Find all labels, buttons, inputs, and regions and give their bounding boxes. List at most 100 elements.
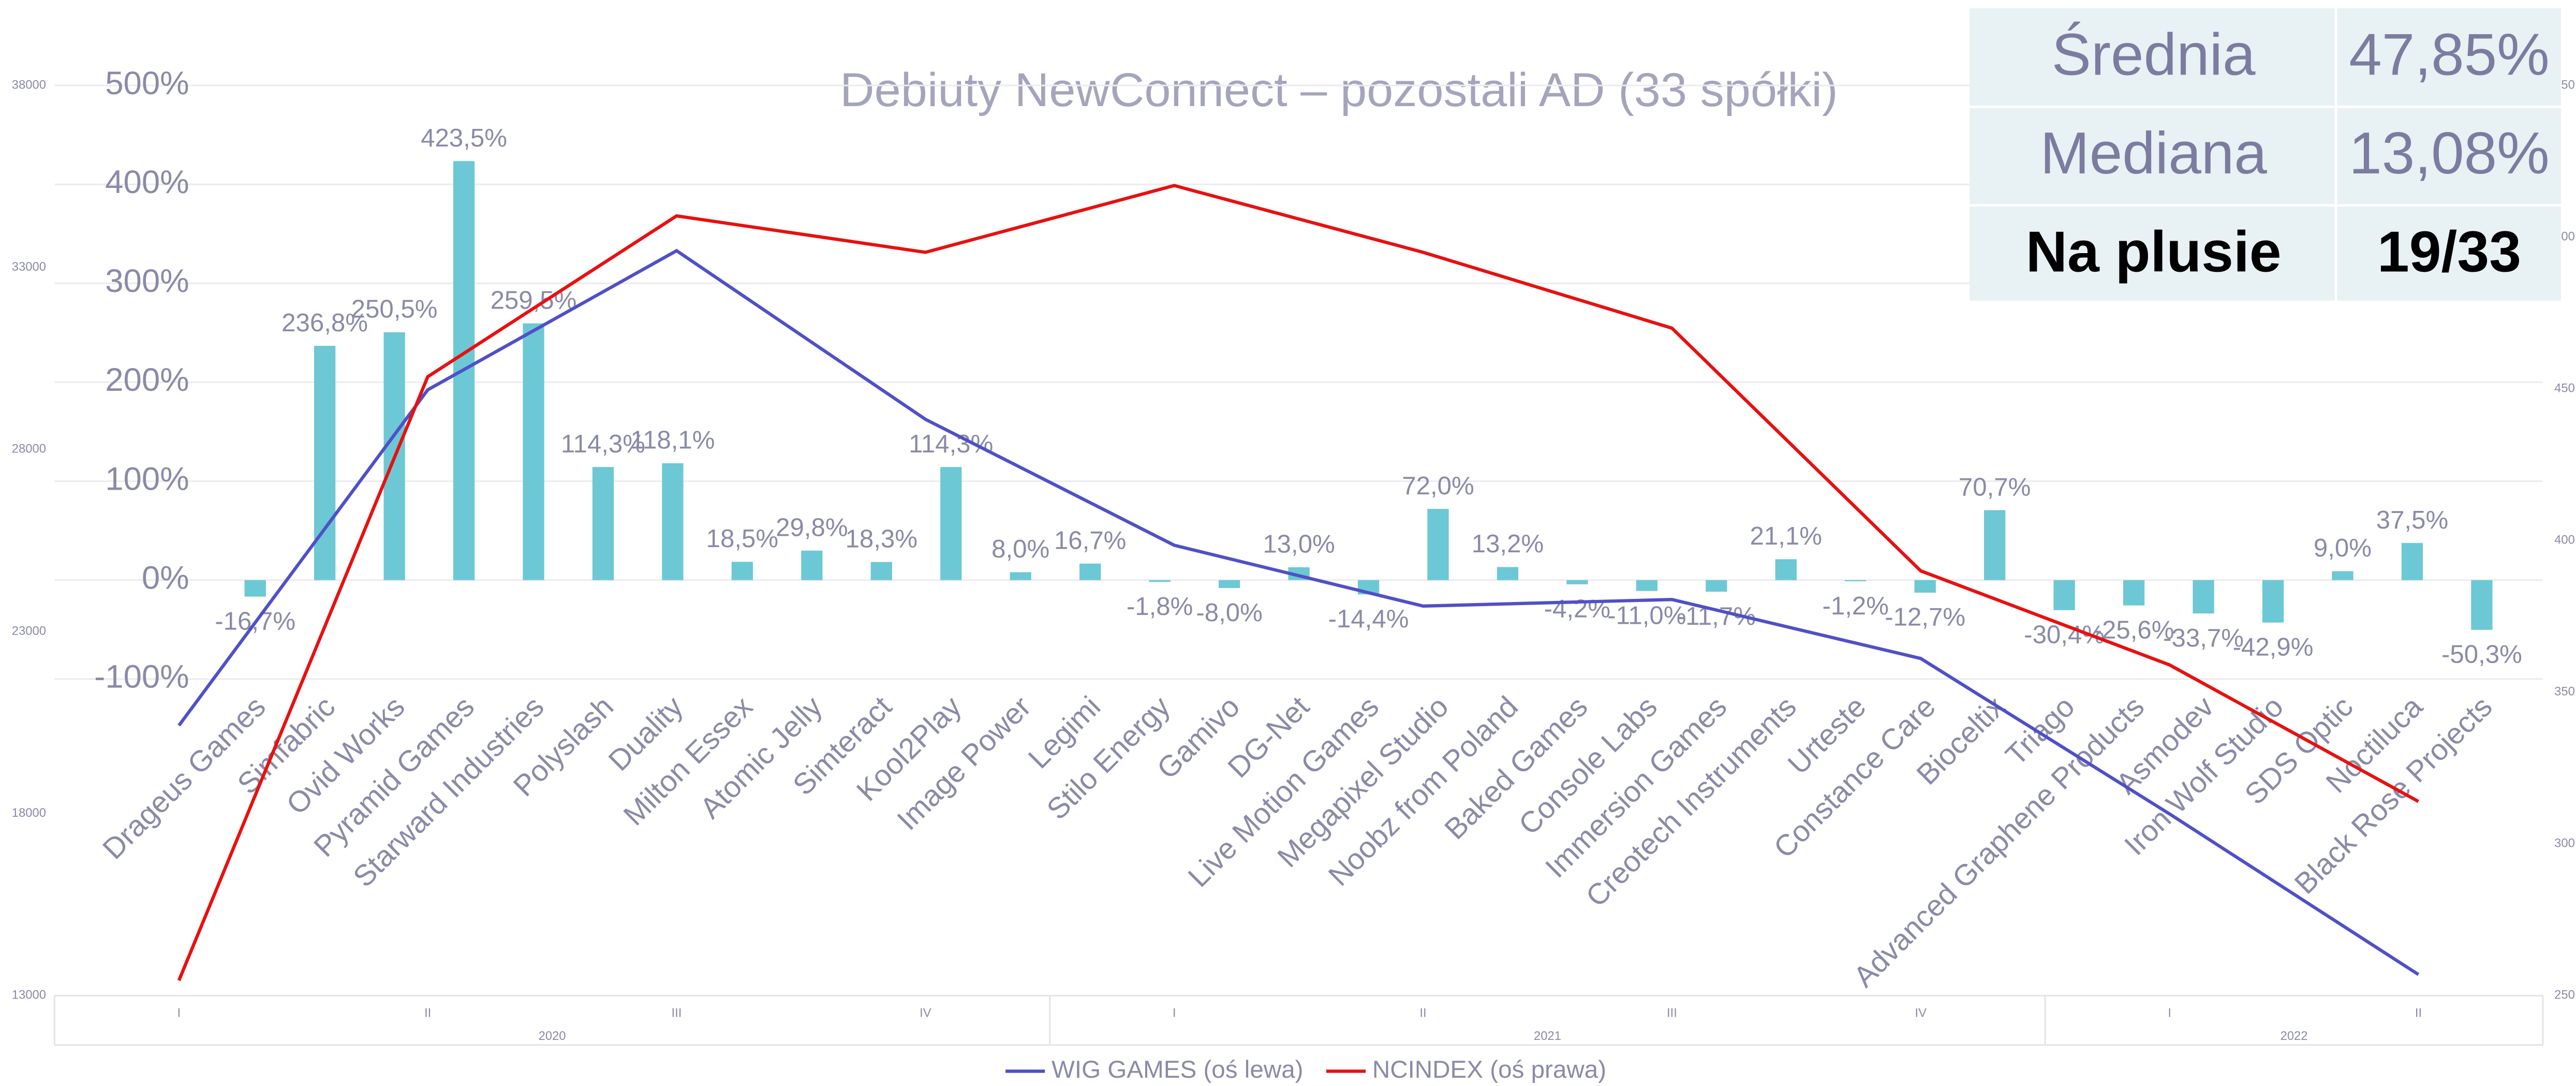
value-label: 13,2%	[1472, 530, 1544, 558]
y-tick-label: 28000	[12, 442, 46, 456]
bar	[2332, 571, 2353, 580]
bar	[1775, 559, 1797, 580]
bar	[940, 467, 962, 580]
bar	[1218, 580, 1240, 588]
bar	[1984, 510, 2006, 580]
y-tick-label: 13000	[12, 988, 46, 1002]
bar	[2123, 580, 2145, 606]
y-tick-label: 500%	[105, 65, 189, 101]
y-tick-label: 400%	[105, 164, 189, 200]
value-label: -42,9%	[2233, 633, 2314, 661]
x-tick-label: II	[424, 1006, 431, 1020]
bar	[870, 562, 892, 580]
bar	[2193, 580, 2214, 614]
bar	[592, 467, 614, 580]
x-tick-label: IV	[920, 1006, 931, 1020]
value-label: -11,0%	[1607, 601, 1686, 629]
bar	[1566, 580, 1588, 584]
chart-title: Debiuty NewConnect – pozostali AD (33 sp…	[840, 63, 1838, 116]
x-tick-label: I	[177, 1006, 181, 1020]
year-label: 2021	[1534, 1029, 1561, 1043]
value-label: 114,3%	[561, 430, 645, 458]
x-tick-label: I	[2168, 1006, 2171, 1020]
bar	[523, 323, 544, 580]
value-label: 18,3%	[846, 524, 917, 553]
value-label: 118,1%	[630, 426, 715, 454]
value-label: 70,7%	[1959, 473, 2031, 501]
y-tick-label: 38000	[12, 78, 46, 92]
bar	[731, 562, 753, 580]
table-cell: Mediana	[2040, 121, 2268, 186]
value-label: -4,2%	[1544, 595, 1611, 623]
value-label: 29,8%	[776, 513, 848, 541]
y-tick-label: 18000	[12, 806, 46, 820]
value-label: -1,8%	[1127, 592, 1193, 621]
bar	[2262, 580, 2284, 623]
value-label: -33,7%	[2163, 624, 2244, 652]
table-background	[1970, 8, 2561, 301]
value-label: 8,0%	[991, 535, 1049, 563]
year-label: 2020	[539, 1029, 566, 1043]
value-label: -25,6%	[2094, 615, 2174, 644]
value-label: 114,3%	[909, 430, 993, 458]
value-label: -14,4%	[1328, 605, 1409, 633]
bar	[1079, 563, 1101, 580]
bar	[1149, 580, 1171, 582]
legend-label: NCINDEX (oś prawa)	[1372, 1056, 1606, 1083]
y2-tick-label: 450	[2554, 381, 2575, 395]
line-series	[177, 184, 2420, 981]
x-tick-label: II	[2415, 1006, 2422, 1020]
value-label: 72,0%	[1402, 472, 1474, 500]
summary-table: Średnia 47,85% Mediana 13,08% Na plusie 19/33	[1970, 8, 2561, 301]
x-tick-label: III	[1667, 1006, 1677, 1020]
bar	[1010, 572, 1031, 580]
line-series	[177, 248, 2420, 976]
value-label: 18,5%	[706, 524, 778, 553]
legend-label: WIG GAMES (oś lewa)	[1052, 1056, 1304, 1083]
y-tick-label: 300%	[105, 263, 189, 299]
y2-tick-label: 350	[2554, 685, 2575, 699]
table-cell: 19/33	[2377, 219, 2521, 284]
bar	[1427, 509, 1449, 580]
y-tick-label: 100%	[105, 461, 189, 497]
bar	[2053, 580, 2075, 610]
bar	[1914, 580, 1936, 593]
value-label: -12,7%	[1885, 603, 1965, 632]
table-cell: Na plusie	[2026, 219, 2282, 284]
x-tick-label: II	[1419, 1006, 1426, 1020]
bar	[2471, 580, 2493, 630]
x-tick-label: IV	[1915, 1006, 1927, 1020]
bar	[1497, 567, 1519, 580]
x-tick-label: III	[672, 1006, 682, 1020]
value-label: 21,1%	[1750, 522, 1822, 550]
bar	[801, 550, 823, 580]
bar	[1636, 580, 1658, 591]
value-label: -8,0%	[1196, 598, 1263, 627]
table-cell: Średnia	[2052, 21, 2256, 87]
y-tick-label: 0%	[142, 560, 189, 596]
value-label: 13,0%	[1263, 530, 1335, 559]
table-cell: 47,85%	[2349, 22, 2550, 87]
y2-tick-label: 250	[2554, 988, 2575, 1002]
table-cell: 13,08%	[2349, 121, 2550, 186]
value-label: 250,5%	[351, 295, 438, 324]
value-label: 37,5%	[2376, 506, 2448, 534]
year-label: 2022	[2281, 1029, 2308, 1043]
value-label: -1,2%	[1823, 592, 1889, 620]
y2-tick-label: 300	[2554, 836, 2575, 850]
y2-tick-label: 400	[2554, 533, 2575, 547]
value-label: 236,8%	[282, 309, 368, 337]
x-tick-label: I	[1173, 1006, 1176, 1020]
value-label: 423,5%	[421, 124, 507, 152]
bar	[314, 346, 336, 580]
bar	[662, 463, 684, 580]
bar	[2401, 543, 2423, 580]
y-tick-label: 33000	[12, 260, 46, 274]
bar	[1706, 580, 1727, 592]
value-label: -50,3%	[2441, 640, 2522, 669]
bar	[1845, 580, 1867, 581]
y-tick-label: 200%	[105, 362, 189, 398]
bar	[244, 580, 266, 597]
value-label: 9,0%	[2314, 534, 2372, 562]
